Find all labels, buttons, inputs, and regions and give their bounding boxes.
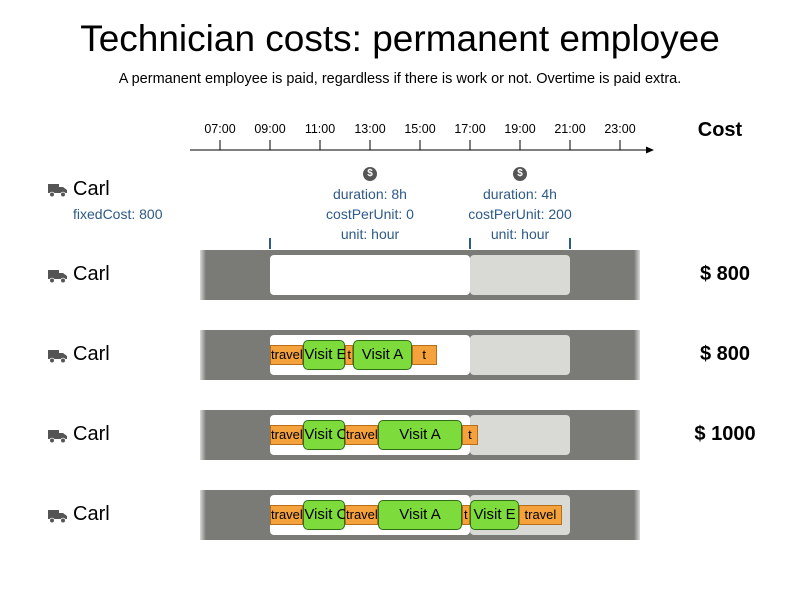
axis-tick-label: 23:00 — [604, 122, 635, 136]
truck-icon — [48, 270, 67, 284]
technician-name: Carl — [73, 503, 110, 525]
regular-hours-info: duration: 8h costPerUnit: 0 unit: hour — [300, 184, 440, 244]
visit-block[interactable]: Visit E — [470, 500, 520, 530]
page-subtitle: A permanent employee is paid, regardless… — [118, 71, 682, 87]
axis-arrow-icon — [646, 146, 654, 154]
regular-cost-per-unit: costPerUnit: 0 — [326, 206, 414, 222]
travel-block[interactable]: t — [461, 425, 479, 445]
overtime-cost-per-unit: costPerUnit: 200 — [468, 206, 572, 222]
travel-block[interactable]: travel — [270, 505, 304, 525]
overtime-end-marker — [569, 238, 571, 249]
regular-duration: duration: 8h — [333, 186, 407, 202]
row-cost: $ 800 — [699, 343, 751, 365]
visit-block[interactable]: Visit A — [353, 340, 412, 370]
page-title: Technician costs: permanent employee — [80, 18, 720, 59]
overtime-cost-coin-icon: $ — [513, 167, 527, 181]
visit-block[interactable]: Visit A — [378, 420, 462, 450]
visit-block[interactable]: Visit E — [303, 340, 347, 370]
travel-block[interactable]: t — [411, 345, 437, 365]
travel-block[interactable]: travel — [345, 505, 379, 525]
axis-tick-label: 19:00 — [504, 122, 535, 136]
travel-block[interactable]: travel — [519, 505, 562, 525]
axis-tick-label: 13:00 — [354, 122, 385, 136]
overtime-block — [470, 255, 570, 295]
travel-block[interactable]: travel — [270, 345, 304, 365]
overtime-block — [470, 415, 570, 455]
cost-column-header: Cost — [697, 119, 743, 141]
shift-start-marker — [269, 238, 271, 249]
travel-block[interactable]: t — [345, 345, 354, 365]
truck-icon — [48, 510, 67, 524]
regular-unit: unit: hour — [340, 226, 400, 242]
timeline-lane — [200, 250, 640, 300]
travel-block[interactable]: travel — [270, 425, 304, 445]
overtime-block — [470, 335, 570, 375]
row-cost: $ 800 — [699, 263, 751, 285]
axis-tick-label: 11:00 — [305, 122, 335, 136]
technician-name: Carl — [73, 343, 110, 365]
regular-cost-coin-icon: $ — [363, 167, 377, 181]
travel-block[interactable]: t — [461, 505, 470, 525]
truck-icon — [48, 184, 67, 198]
technician-name: Carl — [73, 423, 110, 445]
definition-name: Carl — [73, 178, 110, 200]
overtime-hours-info: duration: 4h costPerUnit: 200 unit: hour — [450, 184, 590, 244]
overtime-unit: unit: hour — [490, 226, 550, 242]
fixed-cost-label: fixedCost: 800 — [73, 206, 163, 222]
truck-icon — [48, 430, 67, 444]
axis-tick-label: 17:00 — [454, 122, 485, 136]
technician-name: Carl — [73, 263, 110, 285]
row-cost: $ 1000 — [694, 423, 756, 445]
axis-tick-label: 09:00 — [254, 122, 285, 136]
regular-shift-block — [270, 255, 470, 295]
truck-icon — [48, 350, 67, 364]
travel-block[interactable]: travel — [345, 425, 379, 445]
visit-block[interactable]: Visit A — [378, 500, 462, 530]
overtime-start-marker — [469, 238, 471, 249]
axis-tick-label: 07:00 — [204, 122, 235, 136]
visit-block[interactable]: Visit C — [303, 500, 347, 530]
axis-tick-label: 15:00 — [404, 122, 435, 136]
axis-tick-label: 21:00 — [554, 122, 585, 136]
overtime-duration: duration: 4h — [483, 186, 557, 202]
visit-block[interactable]: Visit C — [303, 420, 347, 450]
